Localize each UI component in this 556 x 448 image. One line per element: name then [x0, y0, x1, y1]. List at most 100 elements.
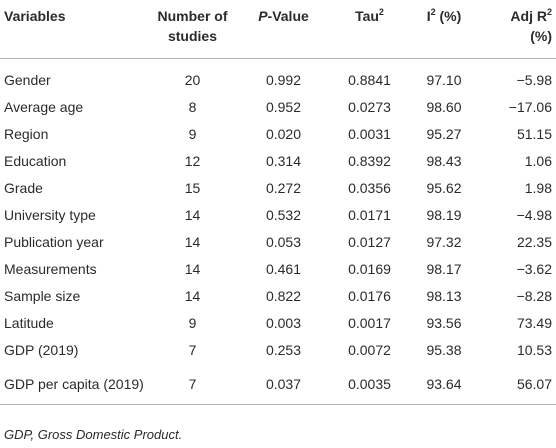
table-row: Education 12 0.314 0.8392 98.43 1.06 — [0, 148, 556, 175]
table-cell: 0.952 — [265, 99, 302, 115]
table-row: GDP (2019) 7 0.253 0.0072 95.38 10.53 — [0, 337, 556, 364]
table-body: Gender 20 0.992 0.8841 97.10 −5.98 Average age… — [0, 59, 556, 405]
table-cell: 73.49 — [516, 315, 552, 331]
table-row: Region 9 0.020 0.0031 95.27 51.15 — [0, 121, 556, 148]
header-text: (%) — [435, 8, 462, 24]
table-cell: 95.62 — [426, 180, 462, 196]
header-text: I — [426, 8, 431, 24]
table-cell: 20 — [184, 72, 201, 88]
table-cell: 9 — [188, 126, 197, 142]
table-cell: 0.0273 — [348, 99, 391, 115]
header-text: P — [258, 8, 268, 24]
table-cell: 0.822 — [265, 288, 302, 304]
table-cell: 98.60 — [426, 99, 462, 115]
table-cell: 98.13 — [426, 288, 462, 304]
data-table: Variables Number of studies P-Value Tau2 I2 … — [0, 0, 556, 405]
table-cell: 0.8841 — [348, 72, 391, 88]
table-cell: 14 — [184, 207, 201, 223]
table-cell: 97.32 — [426, 234, 462, 250]
table-row: Measurements 14 0.461 0.0169 98.17 −3.62 — [0, 256, 556, 283]
table-cell: 0.314 — [265, 153, 302, 169]
table-cell: 15 — [184, 180, 201, 196]
header-cell: Variables — [0, 0, 150, 59]
table-cell: 98.19 — [426, 207, 462, 223]
header-cell: I2 (%) — [407, 0, 481, 59]
footnote: GDP, Gross Domestic Product. — [4, 427, 183, 442]
table-cell: Publication year — [4, 234, 104, 250]
table-cell: 22.35 — [516, 234, 552, 250]
table-cell: 0.0169 — [348, 261, 391, 277]
table-cell: Latitude — [4, 315, 54, 331]
table-row: Sample size 14 0.822 0.0176 98.13 −8.28 — [0, 283, 556, 310]
table-row: University type 14 0.532 0.0171 98.19 −4.98 — [0, 202, 556, 229]
table-cell: University type — [4, 207, 96, 223]
table-cell: 0.053 — [265, 234, 302, 250]
table-cell: −17.06 — [508, 99, 552, 115]
header-text: 2 — [546, 7, 552, 17]
header-text: Variables — [4, 8, 66, 24]
header-row: Variables Number of studies P-Value Tau2 I2 … — [0, 0, 556, 59]
table-cell: Measurements — [4, 261, 97, 277]
table-cell: 0.0171 — [348, 207, 391, 223]
header-text: Number of studies — [157, 8, 228, 44]
header-text: -Value — [267, 8, 309, 24]
table-cell: 14 — [184, 234, 201, 250]
table-cell: Gender — [4, 72, 51, 88]
table-cell: −8.28 — [516, 288, 552, 304]
table-cell: 51.15 — [516, 126, 552, 142]
table-cell: 0.0176 — [348, 288, 391, 304]
table-cell: 8 — [188, 99, 197, 115]
table-cell: 0.003 — [265, 315, 302, 331]
table-cell: 95.38 — [426, 342, 462, 358]
table-cell: Average age — [4, 99, 84, 115]
table-cell: GDP (2019) — [4, 342, 79, 358]
table-cell: 98.17 — [426, 261, 462, 277]
table-cell: −5.98 — [516, 72, 552, 88]
table-cell: 93.56 — [426, 315, 462, 331]
header-text: (%) — [530, 28, 552, 44]
table-row: GDP per capita (2019) 7 0.037 0.0035 93.64 56… — [0, 364, 556, 405]
table-cell: 14 — [184, 261, 201, 277]
table-row: Average age 8 0.952 0.0273 98.60 −17.06 — [0, 94, 556, 121]
table-cell: 0.0127 — [348, 234, 391, 250]
header-text: 2 — [430, 7, 436, 17]
table-cell: Region — [4, 126, 49, 142]
table-cell: Grade — [4, 180, 43, 196]
table-cell: 0.532 — [265, 207, 302, 223]
table-cell: −4.98 — [516, 207, 552, 223]
table-row: Latitude 9 0.003 0.0017 93.56 73.49 — [0, 310, 556, 337]
table-cell: Education — [4, 153, 67, 169]
table-cell: 0.272 — [265, 180, 302, 196]
table-cell: 0.0031 — [348, 126, 391, 142]
header-cell: P-Value — [235, 0, 332, 59]
table-cell: 98.43 — [426, 153, 462, 169]
table-cell: 9 — [188, 315, 197, 331]
table-cell: 0.0017 — [348, 315, 391, 331]
table-cell: 10.53 — [516, 342, 552, 358]
header-text: 2 — [378, 7, 384, 17]
header-cell: Adj R2 (%) — [481, 0, 556, 59]
table-row: Publication year 14 0.053 0.0127 97.32 22.35 — [0, 229, 556, 256]
table-cell: Sample size — [4, 288, 81, 304]
table-row: Gender 20 0.992 0.8841 97.10 −5.98 — [0, 59, 556, 95]
table-cell: 0.037 — [235, 364, 332, 405]
table-cell: 93.64 — [407, 364, 481, 405]
table-cell: 1.06 — [524, 153, 552, 169]
table-cell: 0.8392 — [348, 153, 391, 169]
table-cell: 12 — [184, 153, 201, 169]
table-cell: 1.98 — [524, 180, 552, 196]
table-cell: 0.0356 — [348, 180, 391, 196]
table-cell: 0.020 — [265, 126, 302, 142]
header-cell: Tau2 — [332, 0, 407, 59]
table-cell: 0.461 — [265, 261, 302, 277]
table-cell: 0.0072 — [348, 342, 391, 358]
table-cell: 0.992 — [265, 72, 302, 88]
header-cell: Number of studies — [150, 0, 235, 59]
table-cell: 7 — [150, 364, 235, 405]
header-text: Tau — [355, 8, 379, 24]
table-row: Grade 15 0.272 0.0356 95.62 1.98 — [0, 175, 556, 202]
header-text: Adj R — [510, 8, 547, 24]
table-cell: 14 — [184, 288, 201, 304]
table-cell: 97.10 — [426, 72, 462, 88]
